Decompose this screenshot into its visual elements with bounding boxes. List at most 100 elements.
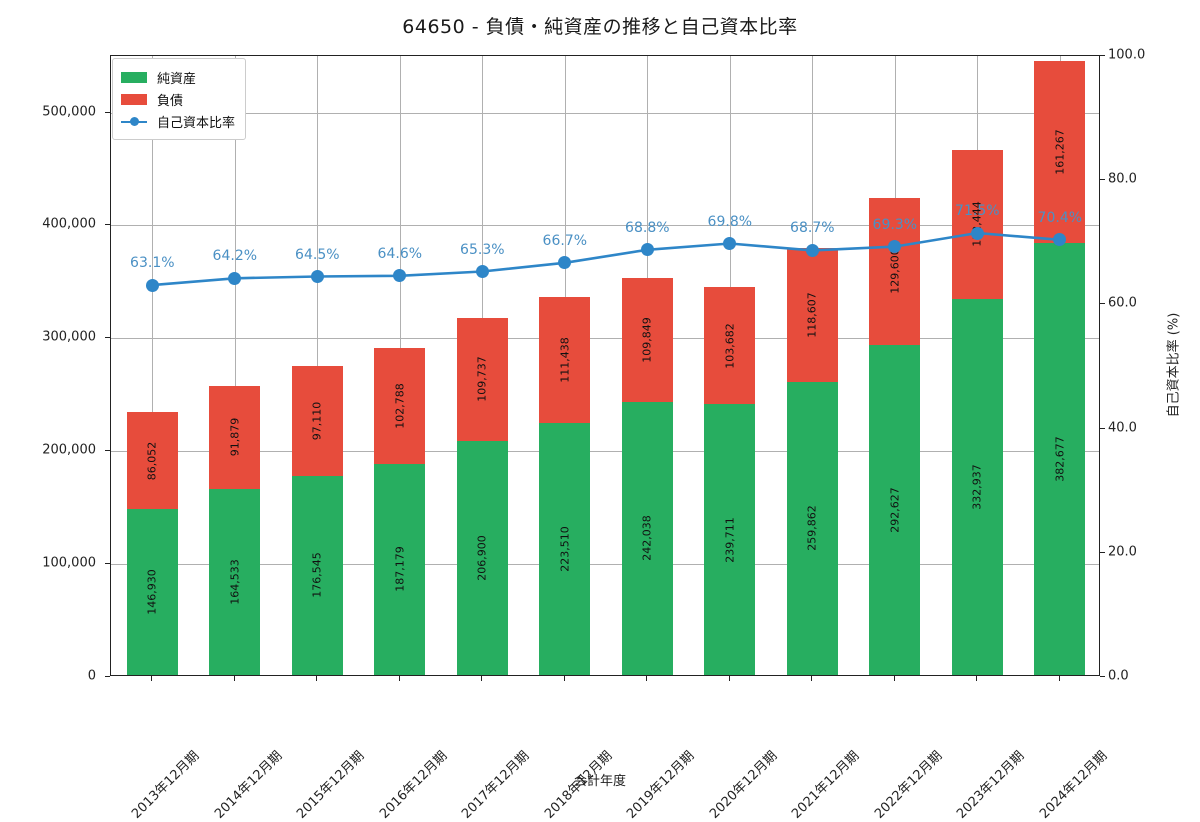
bar-segment-equity[interactable]: 382,677 [1034, 242, 1086, 675]
x-axis-tick-mark [811, 676, 813, 681]
y-axis-tick-label: 400,000 [42, 216, 96, 232]
x-axis-tick-mark [481, 676, 483, 681]
secondary-y-axis-tick-label: 40.0 [1108, 420, 1137, 436]
x-axis-tick-mark [151, 676, 153, 681]
ratio-data-point[interactable] [805, 243, 819, 257]
bar-segment-equity[interactable]: 206,900 [456, 441, 508, 675]
bar-segment-equity[interactable]: 239,711 [704, 404, 756, 675]
x-axis-tick-mark [316, 676, 318, 681]
chart-title: 64650 - 負債・純資産の推移と自己資本比率 [402, 16, 798, 38]
bar-segment-equity[interactable]: 164,533 [209, 489, 261, 675]
secondary-y-axis-tick-label: 60.0 [1108, 295, 1137, 311]
ratio-data-point[interactable] [228, 271, 242, 285]
bar-segment-equity[interactable]: 259,862 [786, 381, 838, 675]
bar-segment-equity[interactable]: 176,545 [291, 475, 343, 675]
legend-swatch-equity-icon [121, 71, 147, 83]
ratio-data-point[interactable] [888, 240, 902, 254]
ratio-data-point[interactable] [310, 270, 324, 283]
bar-segment-liabilities[interactable]: 118,607 [786, 247, 838, 382]
legend-label-liabilities: 負債 [157, 93, 184, 109]
legend-label-equity: 純資産 [157, 71, 197, 87]
bar-segment-liabilities[interactable]: 111,438 [539, 296, 591, 423]
bar-segment-liabilities[interactable]: 103,682 [704, 287, 756, 405]
bar-column[interactable]: 242,038 109,849 [621, 277, 673, 675]
bar-segment-equity[interactable]: 146,930 [126, 509, 178, 675]
y-axis-tick-mark [105, 563, 110, 565]
secondary-y-axis-tick-label: 80.0 [1108, 171, 1137, 187]
chart-legend: 純資産 負債 自己資本比率 [112, 58, 247, 140]
x-axis-tick-mark [646, 676, 648, 681]
bar-segment-liabilities[interactable]: 129,600 [869, 198, 921, 345]
gridline-horizontal [111, 225, 1099, 227]
chart-figure: 64650 - 負債・純資産の推移と自己資本比率 金額（百万円） 自己資本比率 … [42, 16, 1182, 822]
bar-column[interactable]: 259,862 118,607 [786, 247, 838, 675]
secondary-y-axis-tick-label: 100.0 [1108, 47, 1146, 63]
gridline-vertical [317, 56, 319, 675]
bar-segment-liabilities[interactable]: 102,788 [374, 347, 426, 464]
ratio-value-label: 63.1% [130, 255, 175, 272]
secondary-y-axis-tick-label: 20.0 [1108, 544, 1137, 560]
y-axis-tick-label: 500,000 [42, 104, 96, 119]
ratio-value-label: 70.4% [1037, 209, 1083, 226]
ratio-data-point[interactable] [393, 269, 407, 283]
legend-swatch-liabilities-icon [121, 93, 147, 105]
x-axis-tick-mark [563, 676, 565, 681]
gridline-horizontal [111, 564, 1099, 566]
bar-segment-liabilities[interactable]: 132,444 [951, 149, 1003, 300]
gridline-horizontal [111, 112, 1099, 114]
bar-segment-equity[interactable]: 292,627 [869, 344, 921, 675]
gridline-horizontal [111, 338, 1099, 340]
x-axis-tick-mark [976, 676, 978, 681]
y-axis-tick-label: 200,000 [42, 442, 96, 458]
bar-segment-equity[interactable]: 242,038 [621, 401, 673, 675]
legend-item-equity-ratio: 自己資本比率 [121, 110, 235, 132]
secondary-y-axis-label: 自己資本比率 (%) [1166, 312, 1182, 418]
bar-segment-equity[interactable]: 332,937 [951, 299, 1003, 675]
y-axis-tick-mark [105, 337, 110, 339]
bar-column[interactable]: 187,179 102,788 [374, 347, 426, 675]
bar-segment-liabilities[interactable]: 109,737 [456, 317, 508, 442]
legend-item-liabilities: 負債 [121, 88, 235, 110]
ratio-data-point[interactable] [145, 278, 159, 292]
bar-column[interactable]: 223,510 111,438 [539, 296, 591, 675]
ratio-value-label: 69.3% [872, 216, 918, 233]
bar-column[interactable]: 332,937 132,444 [951, 149, 1003, 675]
legend-label-equity-ratio: 自己資本比率 [157, 115, 236, 131]
ratio-line-layer: 63.1% 64.2% 64.5% 64.6% 65.3% 66.7% 68.8% 69.8%… [111, 56, 1099, 675]
ratio-value-label: 65.3% [460, 241, 505, 258]
ratio-data-point[interactable] [558, 256, 572, 270]
bar-segment-liabilities[interactable]: 97,110 [291, 366, 343, 476]
bar-series-layer: 146,930 86,052 164,533 91,879 176,545 97,110 1… [111, 56, 1099, 675]
secondary-y-axis-tick-label: 0.0 [1108, 668, 1129, 684]
ratio-data-point[interactable] [970, 226, 984, 240]
bar-column[interactable]: 146,930 86,052 [126, 411, 178, 675]
bar-column[interactable]: 164,533 91,879 [209, 385, 261, 675]
gridline-horizontal [111, 451, 1099, 453]
bar-segment-liabilities[interactable]: 86,052 [126, 411, 178, 510]
ratio-data-point[interactable] [1053, 233, 1067, 247]
y-axis-tick-mark [105, 676, 110, 677]
y-axis-tick-mark [105, 450, 110, 452]
secondary-y-axis-tick-mark [1100, 303, 1105, 305]
bar-segment-equity[interactable]: 187,179 [374, 463, 426, 675]
ratio-value-label: 66.7% [542, 232, 588, 249]
bar-segment-liabilities[interactable]: 161,267 [1034, 60, 1086, 243]
y-axis-tick-label: 100,000 [42, 555, 96, 571]
bar-segment-liabilities[interactable]: 91,879 [209, 385, 261, 490]
bar-column[interactable]: 206,900 109,737 [456, 317, 508, 675]
ratio-value-label: 68.8% [625, 219, 670, 236]
bar-segment-liabilities[interactable]: 109,849 [621, 277, 673, 402]
ratio-data-point[interactable] [475, 265, 489, 278]
ratio-value-label: 71.5% [955, 203, 1000, 219]
bar-column[interactable]: 176,545 97,110 [291, 366, 343, 675]
ratio-data-point[interactable] [723, 237, 737, 250]
gridline-vertical [234, 56, 236, 675]
ratio-data-point[interactable] [640, 243, 654, 257]
bar-column[interactable]: 292,627 129,600 [869, 198, 921, 675]
bar-segment-equity[interactable]: 223,510 [539, 422, 591, 675]
y-axis-tick-mark [105, 111, 110, 113]
bar-column[interactable]: 382,677 161,267 [1034, 60, 1086, 675]
ratio-value-label: 69.8% [707, 213, 753, 230]
bar-column[interactable]: 239,711 103,682 [704, 287, 756, 675]
plot-area: 146,930 86,052 164,533 91,879 176,545 97,110 1… [110, 55, 1100, 676]
